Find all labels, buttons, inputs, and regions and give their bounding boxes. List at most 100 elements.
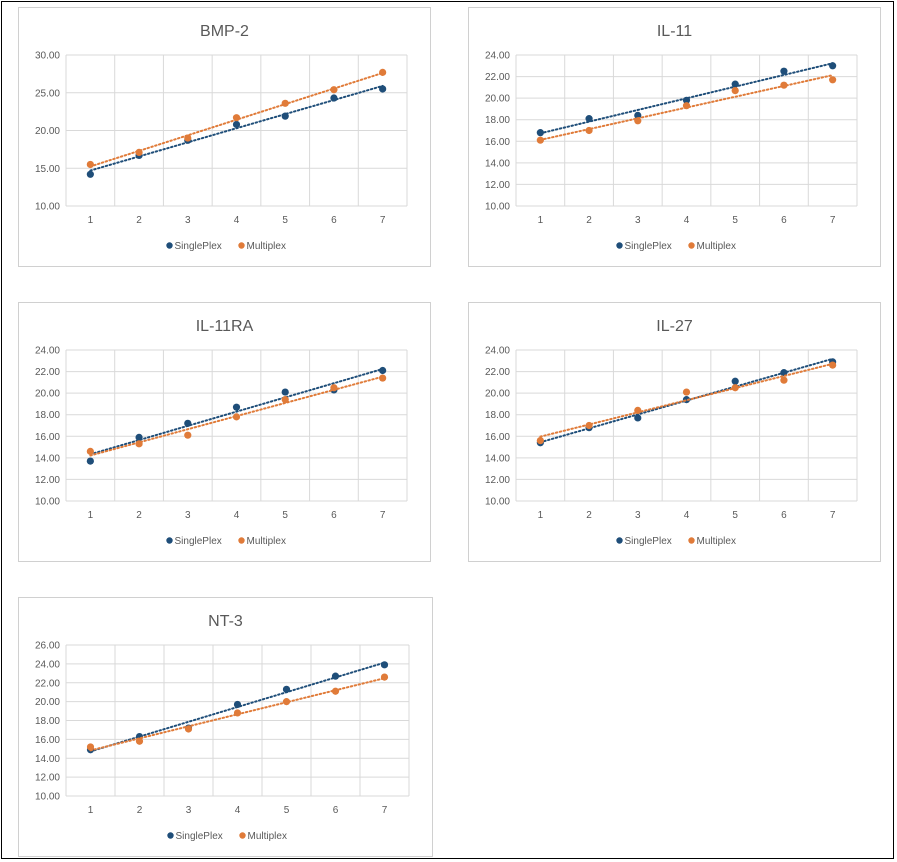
x-tick-label: 3 xyxy=(635,215,641,226)
legend-item-multiplex: Multiplex xyxy=(239,831,287,842)
x-tick-label: 5 xyxy=(732,215,738,226)
y-tick-label: 10.00 xyxy=(35,792,60,803)
legend-label: SinglePlex xyxy=(176,831,223,842)
point-singleplex xyxy=(585,115,593,123)
chart-title: NT-3 xyxy=(208,613,243,630)
y-tick-label: 20.00 xyxy=(35,389,60,400)
chart-panel-nt3: NT-3 10.00 12.00 14.00 16.00 18.00 20.00 22.00 2… xyxy=(18,597,433,857)
x-tick-label: 3 xyxy=(185,215,191,226)
y-tick-label: 22.00 xyxy=(35,367,60,378)
point-multiplex xyxy=(731,384,739,392)
y-tick-label: 14.00 xyxy=(485,453,510,464)
point-multiplex xyxy=(829,76,837,84)
y-tick-label: 15.00 xyxy=(35,164,60,175)
y-tick-label: 18.00 xyxy=(485,410,510,421)
x-tick-label: 4 xyxy=(234,215,240,226)
legend-label: SinglePlex xyxy=(175,241,222,252)
y-tick-label: 16.00 xyxy=(35,432,60,443)
point-multiplex xyxy=(184,431,192,439)
legend-item-singleplex: SinglePlex xyxy=(166,241,222,252)
point-multiplex xyxy=(536,136,544,144)
y-tick-label: 12.00 xyxy=(35,475,60,486)
x-tick-label: 5 xyxy=(732,510,738,521)
y-tick-label: 12.00 xyxy=(35,773,60,784)
x-tick-label: 6 xyxy=(781,510,787,521)
x-tick-label: 7 xyxy=(830,215,836,226)
legend-marker xyxy=(688,537,695,544)
y-tick-label: 20.00 xyxy=(35,697,60,708)
x-tick-label: 1 xyxy=(88,215,94,226)
point-multiplex xyxy=(135,737,144,745)
legend-marker xyxy=(238,537,245,544)
x-tick-label: 6 xyxy=(333,805,339,816)
trendline-singleplex xyxy=(89,84,384,172)
y-tick-label: 14.00 xyxy=(35,754,60,765)
x-tick-label: 7 xyxy=(382,805,388,816)
point-multiplex xyxy=(135,148,143,156)
point-multiplex xyxy=(330,86,338,94)
chart-panel-bmp2: BMP-2 10.00 15.00 20.00 25.00 30.00 1 2 3 4 5 6 7 Sin… xyxy=(18,7,431,267)
point-singleplex xyxy=(281,388,289,396)
chart-title: IL-27 xyxy=(656,318,693,335)
x-tick-label: 4 xyxy=(235,805,241,816)
point-singleplex xyxy=(86,170,94,178)
point-singleplex xyxy=(380,661,389,669)
legend-label: Multiplex xyxy=(247,241,286,252)
trendline-singleplex xyxy=(89,367,384,456)
y-tick-label: 10.00 xyxy=(35,202,60,213)
x-tick-label: 2 xyxy=(586,510,592,521)
legend-label: Multiplex xyxy=(697,536,736,547)
y-tick-label: 14.00 xyxy=(485,158,510,169)
chart-svg: BMP-2 10.00 15.00 20.00 25.00 30.00 1 2 3 4 5 6 7 Sin… xyxy=(35,23,408,252)
y-tick-label: 10.00 xyxy=(485,497,510,508)
point-multiplex xyxy=(379,68,387,76)
point-multiplex xyxy=(184,134,192,142)
x-tick-label: 3 xyxy=(635,510,641,521)
x-tick-label: 2 xyxy=(137,805,143,816)
point-singleplex xyxy=(682,96,691,104)
y-tick-label: 20.00 xyxy=(485,389,510,400)
point-singleplex xyxy=(536,129,544,137)
legend-item-multiplex: Multiplex xyxy=(688,536,736,547)
y-tick-label: 25.00 xyxy=(35,88,60,99)
legend-label: SinglePlex xyxy=(625,241,672,252)
point-multiplex xyxy=(682,388,691,396)
legend-label: Multiplex xyxy=(247,536,286,547)
x-tick-label: 2 xyxy=(136,510,142,521)
point-multiplex xyxy=(585,126,593,135)
point-singleplex xyxy=(233,700,242,709)
y-tick-label: 24.00 xyxy=(485,51,510,62)
x-tick-label: 5 xyxy=(282,510,288,521)
point-singleplex xyxy=(731,377,739,385)
point-multiplex xyxy=(682,102,691,110)
x-tick-label: 4 xyxy=(684,510,690,521)
chart-panel-il11: IL-11 10.00 12.00 14.00 16.00 18.00 20.00 22.00… xyxy=(468,7,881,267)
x-tick-label: 5 xyxy=(284,805,290,816)
point-multiplex xyxy=(634,117,642,125)
chart-title: IL-11RA xyxy=(196,318,254,335)
y-tick-label: 16.00 xyxy=(485,137,510,148)
point-multiplex xyxy=(135,440,143,448)
point-singleplex xyxy=(135,433,143,441)
y-tick-label: 24.00 xyxy=(35,659,60,670)
chart-svg: IL-11 10.00 12.00 14.00 16.00 18.00 20.00 22.00… xyxy=(485,23,858,252)
x-tick-label: 7 xyxy=(380,510,386,521)
y-tick-label: 14.00 xyxy=(35,453,60,464)
y-tick-label: 18.00 xyxy=(35,716,60,727)
point-multiplex xyxy=(232,413,241,421)
legend-marker xyxy=(166,537,173,544)
point-multiplex xyxy=(634,406,642,414)
point-singleplex xyxy=(232,403,241,411)
point-singleplex xyxy=(184,419,192,427)
point-multiplex xyxy=(184,725,193,733)
x-tick-label: 6 xyxy=(331,215,337,226)
point-multiplex xyxy=(331,687,340,695)
x-tick-label: 5 xyxy=(282,215,288,226)
point-multiplex xyxy=(281,99,289,107)
legend-marker xyxy=(166,242,173,249)
legend-item-singleplex: SinglePlex xyxy=(166,536,222,547)
legend-item-singleplex: SinglePlex xyxy=(167,831,223,842)
chart-svg: NT-3 10.00 12.00 14.00 16.00 18.00 20.00 22.00 2… xyxy=(35,613,410,842)
legend-item-multiplex: Multiplex xyxy=(688,241,736,252)
